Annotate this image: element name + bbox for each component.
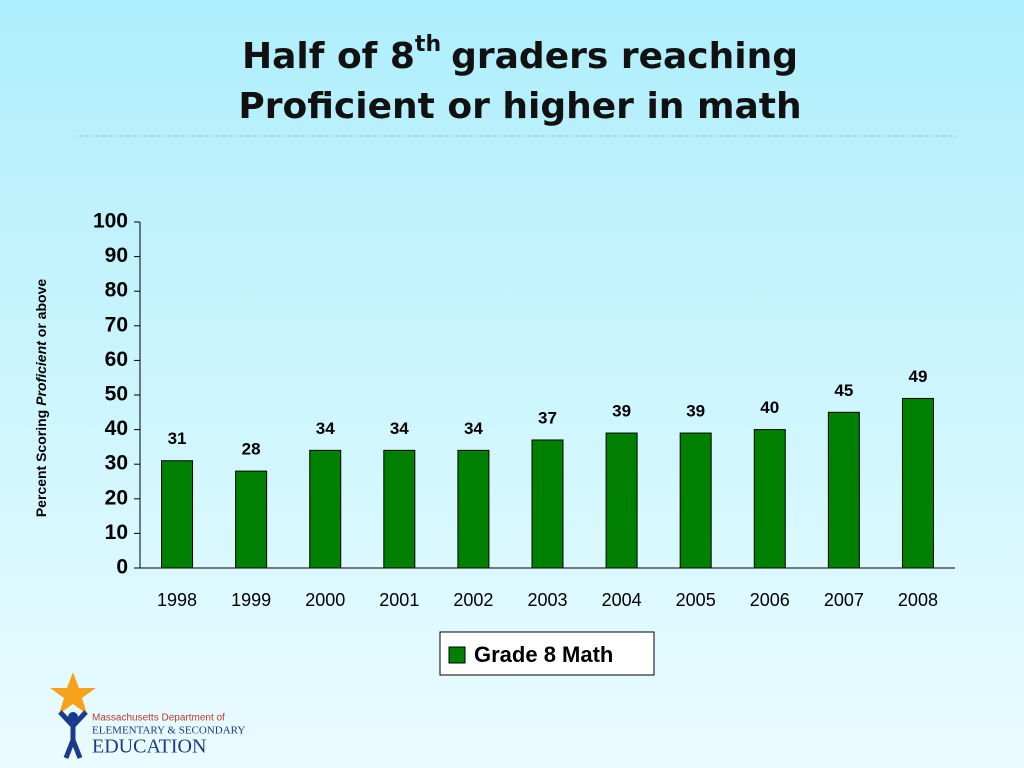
y-tick-label: 40 (105, 417, 128, 440)
chart-title: Half of 8th graders reaching (242, 32, 798, 77)
x-tick-label: 2002 (453, 590, 493, 610)
y-label-part: or above (33, 279, 49, 338)
x-tick-label: 1999 (231, 590, 271, 610)
bar (309, 449, 342, 569)
x-tick-label: 1998 (157, 590, 197, 610)
bar (235, 470, 268, 569)
value-label: 37 (538, 408, 557, 427)
value-label: 45 (834, 381, 853, 400)
x-tick-label: 2007 (824, 590, 864, 610)
bar (383, 449, 416, 569)
value-label: 40 (760, 398, 779, 417)
bar (901, 397, 934, 569)
value-label: 34 (316, 419, 335, 438)
y-tick-label: 90 (105, 244, 128, 267)
logo-text: ELEMENTARY & SECONDARY (92, 725, 245, 737)
logo-text: Massachusetts Department of (92, 713, 225, 724)
x-tick-label: 2001 (379, 590, 419, 610)
legend-box (439, 631, 655, 676)
y-tick-label: 20 (105, 486, 128, 509)
y-tick-label: 0 (116, 556, 128, 579)
y-tick-label: 100 (93, 210, 128, 233)
x-tick-label: 2000 (305, 590, 345, 610)
bar (531, 439, 564, 569)
y-tick-label: 50 (105, 383, 128, 406)
value-label: 28 (242, 440, 261, 459)
x-tick-label: 2004 (602, 590, 642, 610)
logo-star (50, 672, 96, 714)
x-tick-label: 2008 (898, 590, 938, 610)
title-superscript: th (415, 32, 441, 57)
title-part: graders reaching (451, 36, 798, 77)
chart-title-line2: Proficient or higher in math (238, 86, 801, 127)
value-label: 39 (612, 402, 631, 421)
bar (605, 432, 638, 569)
logo-figure (58, 710, 88, 759)
logo-figure-head (68, 712, 78, 722)
title-part: Half of 8 (242, 36, 415, 77)
logo-text: EDUCATION (92, 736, 206, 758)
y-tick-label: 80 (105, 279, 128, 302)
x-tick-label: 2005 (676, 590, 716, 610)
value-label: 49 (908, 367, 927, 386)
y-axis-label: Percent Scoring Proficient or above (33, 279, 49, 518)
x-tick-label: 2006 (750, 590, 790, 610)
y-label-part: Percent Scoring (33, 410, 49, 517)
value-label: 31 (168, 429, 187, 448)
logo: Massachusetts Department of ELEMENTARY &… (50, 672, 245, 759)
x-tick-label: 2003 (527, 590, 567, 610)
value-label: 39 (686, 402, 705, 421)
bar (679, 432, 712, 569)
y-tick-label: 10 (105, 521, 128, 544)
legend-label: Grade 8 Math (474, 642, 613, 667)
value-label: 34 (464, 419, 483, 438)
bar (827, 411, 860, 569)
legend-swatch (448, 646, 466, 664)
y-label-part: Proficient (33, 340, 49, 406)
bar (457, 449, 490, 569)
bar (753, 429, 786, 569)
y-tick-label: 30 (105, 452, 128, 475)
y-tick-label: 70 (105, 313, 128, 336)
value-label: 34 (390, 419, 409, 438)
bar (161, 460, 194, 569)
y-tick-label: 60 (105, 348, 128, 371)
